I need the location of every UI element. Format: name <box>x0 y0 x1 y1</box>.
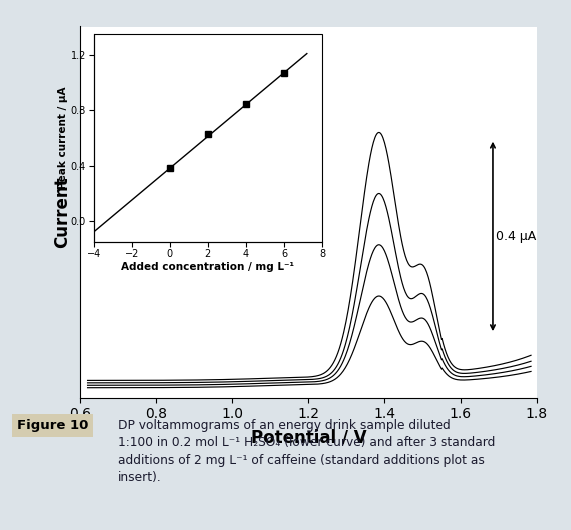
Text: 0.4 μA: 0.4 μA <box>496 230 536 243</box>
Text: Figure 10: Figure 10 <box>17 419 89 432</box>
X-axis label: Potential / V: Potential / V <box>251 428 366 446</box>
Y-axis label: Current: Current <box>54 176 71 248</box>
Text: DP voltammograms of an energy drink sample diluted
1:100 in 0.2 mol L⁻¹ H₂SO₄ (l: DP voltammograms of an energy drink samp… <box>118 419 496 484</box>
